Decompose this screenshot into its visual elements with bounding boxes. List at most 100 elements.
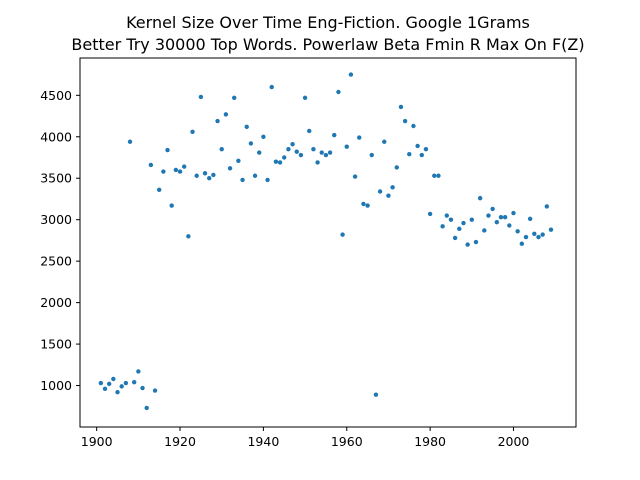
data-point <box>152 388 158 393</box>
y-tick-label: 3000 <box>40 212 72 227</box>
data-point <box>173 167 179 173</box>
data-point <box>444 213 449 218</box>
data-point <box>352 174 358 179</box>
data-point <box>286 147 291 152</box>
data-point <box>219 147 224 152</box>
data-point <box>432 173 437 178</box>
data-point <box>415 143 420 149</box>
data-point <box>123 380 129 386</box>
data-point <box>361 201 366 207</box>
data-point <box>502 215 508 220</box>
data-point <box>136 369 141 374</box>
data-point <box>369 152 374 158</box>
data-point <box>419 152 424 158</box>
data-point <box>148 162 154 168</box>
data-point <box>515 229 520 234</box>
data-point <box>427 211 433 217</box>
data-point <box>407 151 412 157</box>
data-point <box>461 220 466 226</box>
data-point <box>473 239 479 245</box>
axis-ticks: 1900 1920 1940 1960 1980 2000 1000 1500 2000 2500… <box>40 88 529 449</box>
data-point <box>365 203 370 208</box>
data-point <box>544 204 550 209</box>
data-point <box>394 165 399 170</box>
data-point <box>332 132 337 138</box>
data-point <box>532 231 537 236</box>
data-point <box>144 405 149 411</box>
data-point <box>344 144 349 149</box>
data-point <box>511 210 516 216</box>
data-point <box>252 173 258 178</box>
y-tick-label: 3500 <box>40 171 72 186</box>
data-point <box>119 384 124 389</box>
data-point <box>457 226 462 232</box>
data-point <box>323 152 329 158</box>
data-point <box>536 234 541 240</box>
data-point <box>327 150 333 155</box>
data-point <box>523 234 529 240</box>
data-point <box>273 159 279 164</box>
data-point <box>215 118 220 124</box>
data-point <box>177 169 183 174</box>
data-point <box>156 187 162 193</box>
data-point <box>265 177 270 183</box>
data-point <box>244 124 249 130</box>
data-point <box>290 142 295 147</box>
data-point <box>411 123 416 129</box>
data-point <box>315 160 320 165</box>
data-point <box>507 223 512 228</box>
data-point <box>211 172 216 178</box>
data-point <box>248 141 254 146</box>
data-point <box>440 224 445 229</box>
data-points <box>98 72 554 411</box>
x-tick-label: 1960 <box>331 434 363 449</box>
data-point <box>402 118 408 124</box>
data-point <box>336 89 341 95</box>
data-point <box>102 386 108 392</box>
x-tick-label: 1920 <box>164 434 196 449</box>
data-point <box>240 177 245 183</box>
x-tick-label: 1940 <box>247 434 279 449</box>
data-point <box>294 149 299 154</box>
data-point <box>194 173 199 178</box>
chart-title-line1: Kernel Size Over Time Eng-Fiction. Googl… <box>126 13 530 32</box>
data-point <box>382 139 387 144</box>
x-tick-label: 1900 <box>81 434 113 449</box>
data-point <box>115 389 120 395</box>
data-point <box>494 219 500 225</box>
data-point <box>190 129 195 134</box>
data-point <box>519 241 525 246</box>
data-point <box>482 228 487 233</box>
plot-frame <box>79 57 577 428</box>
data-point <box>131 380 137 385</box>
data-point <box>348 72 354 77</box>
data-point <box>223 112 229 117</box>
y-tick-label: 2500 <box>40 254 72 269</box>
y-tick-label: 2000 <box>40 295 72 310</box>
data-point <box>311 147 316 152</box>
data-point <box>207 176 212 181</box>
data-point <box>386 193 391 198</box>
y-tick-label: 4000 <box>40 129 72 144</box>
data-point <box>182 164 187 169</box>
data-point <box>269 84 274 90</box>
data-point <box>548 227 554 232</box>
data-point <box>232 95 237 101</box>
y-tick-label: 4500 <box>40 88 72 103</box>
data-point <box>169 203 174 208</box>
data-point <box>448 217 454 222</box>
data-point <box>98 380 104 386</box>
data-point <box>540 232 545 237</box>
data-point <box>423 147 429 152</box>
data-point <box>340 232 345 237</box>
chart-title-line2: Better Try 30000 Top Words. Powerlaw Bet… <box>71 35 584 54</box>
data-point <box>436 173 441 178</box>
data-point <box>227 166 233 171</box>
data-point <box>257 150 262 155</box>
data-point <box>161 169 166 174</box>
y-tick-label: 1500 <box>40 337 72 352</box>
data-point <box>106 381 112 387</box>
data-point <box>186 234 191 239</box>
data-point <box>357 135 362 140</box>
